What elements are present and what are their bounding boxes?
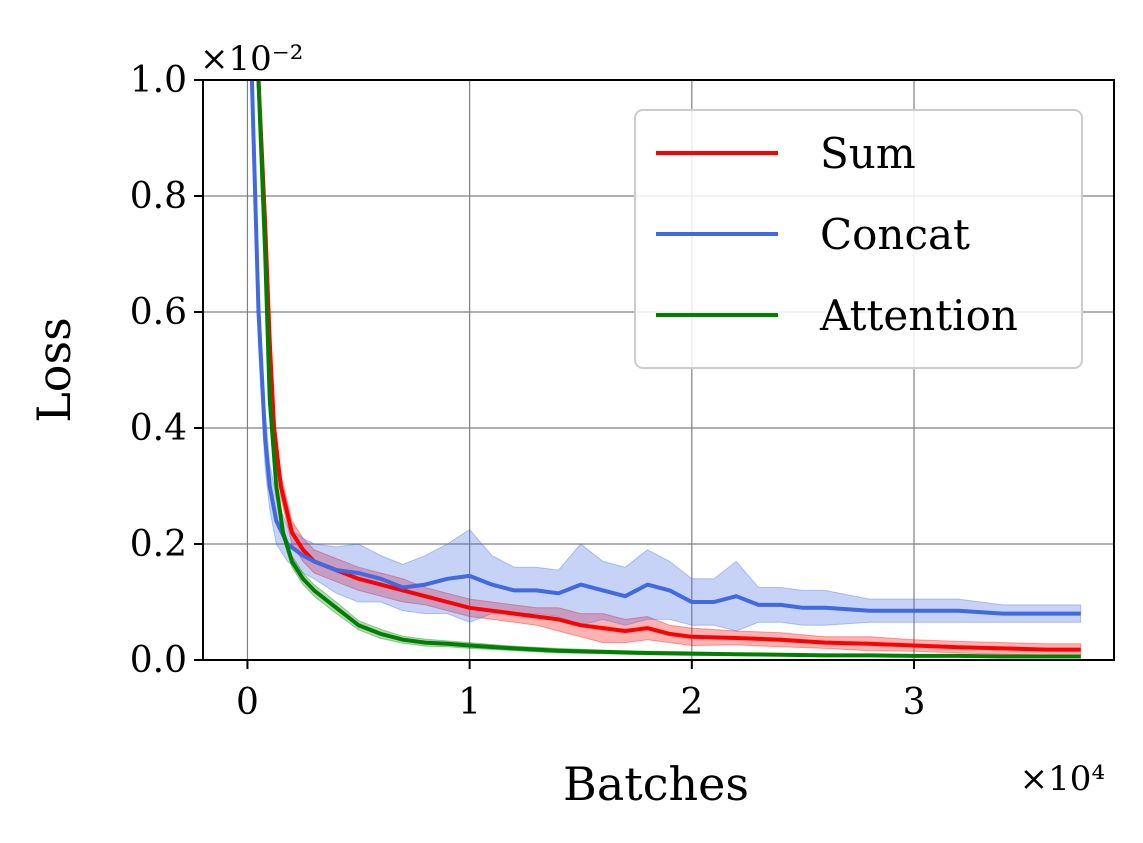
x-tick-label: 2 (680, 682, 703, 723)
series-line-attention (256, 80, 1081, 659)
x-multiplier-label: ×10⁴ (1020, 759, 1105, 799)
x-tick-label: 1 (458, 682, 481, 723)
y-tick-label: 0.6 (130, 292, 187, 333)
legend-label-concat: Concat (820, 210, 970, 259)
series-lines (249, 80, 1081, 659)
series-line-sum (256, 80, 1081, 652)
y-tick-label: 1.0 (130, 60, 187, 101)
y-tick-label: 0.2 (130, 524, 187, 565)
ticks: 0 1 2 3 0.0 0.2 0.4 0.6 0.8 1.0 (130, 60, 926, 723)
x-tick-label: 0 (236, 682, 259, 723)
legend: Sum Concat Attention (634, 109, 1083, 369)
series-line-concat (249, 80, 1081, 616)
y-tick-label: 0.4 (130, 408, 187, 449)
series-band-concat (251, 80, 1082, 632)
legend-label-attention: Attention (819, 291, 1018, 340)
y-axis-title: Loss (27, 317, 81, 422)
x-tick-label: 3 (903, 682, 926, 723)
legend-label-sum: Sum (820, 129, 916, 178)
y-tick-label: 0.0 (130, 640, 187, 681)
y-multiplier-label: ×10⁻² (200, 39, 303, 79)
plot-frame (202, 79, 1115, 661)
x-axis-title: Batches (563, 757, 749, 811)
legend-box (634, 109, 1083, 369)
y-tick-label: 0.8 (130, 176, 187, 217)
